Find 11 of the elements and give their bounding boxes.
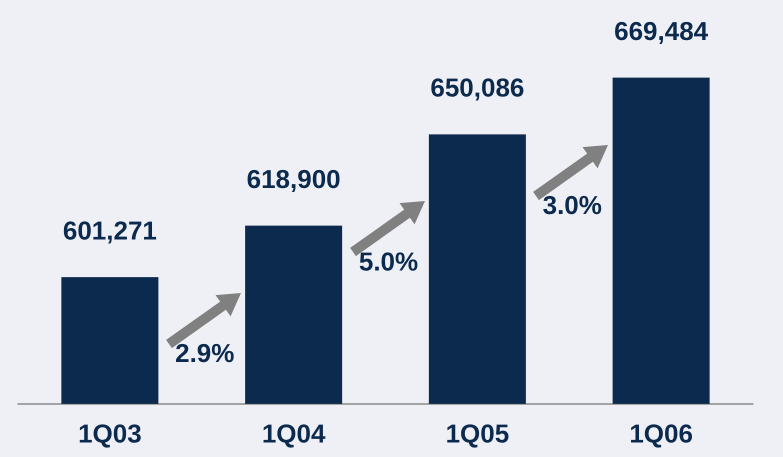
data-label: 601,271 — [62, 215, 157, 246]
x-tick-label: 1Q06 — [629, 418, 693, 449]
x-tick-label: 1Q05 — [446, 418, 510, 449]
annotation: 2.9% — [175, 338, 234, 368]
annotation: 5.0% — [358, 246, 418, 277]
data-label: 669,484 — [614, 16, 709, 46]
data-label: 618,900 — [246, 164, 341, 194]
annotation: 3.0% — [542, 190, 602, 220]
data-label: 650,086 — [430, 72, 524, 103]
x-tick-label: 1Q04 — [262, 418, 326, 449]
x-tick-label: 1Q03 — [78, 418, 142, 449]
